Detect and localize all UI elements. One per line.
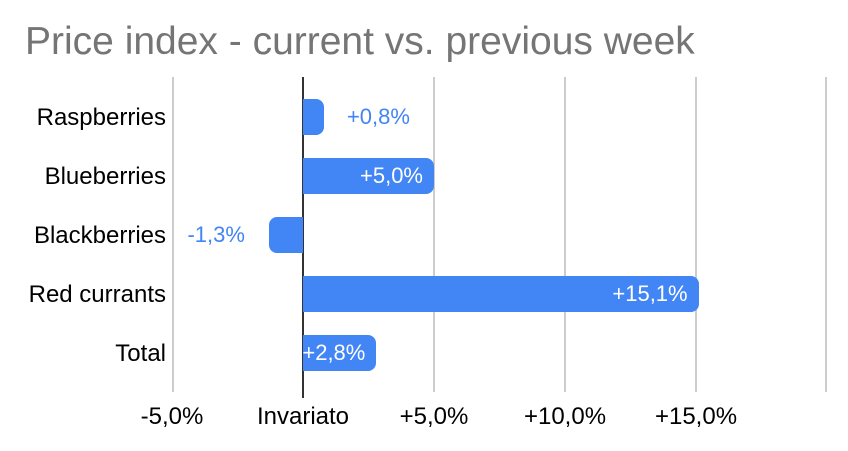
- bar-total: [303, 335, 377, 371]
- x-axis-tick-label: +10,0%: [523, 403, 607, 430]
- bar-row: +0,8%: [172, 88, 827, 147]
- value-label: -1,3%: [187, 222, 245, 247]
- gridline: [825, 77, 827, 392]
- bar-blackberries: [268, 217, 303, 253]
- plot-area: +0,8% +5,0% -1,3% +15,1% +2,8%: [172, 77, 827, 398]
- bar-row: +15,1%: [172, 265, 827, 324]
- bar-raspberries: [303, 99, 324, 135]
- category-label: Red currants: [28, 281, 166, 308]
- x-axis-tick-label: Invariato: [256, 403, 350, 430]
- x-axis-tick-label: +15,0%: [654, 403, 738, 430]
- category-label: Raspberries: [36, 104, 166, 131]
- category-label: Total: [115, 340, 166, 367]
- x-axis-tick-label: +5,0%: [399, 403, 469, 430]
- bar-row: -1,3%: [172, 206, 827, 265]
- gridline: [564, 77, 566, 392]
- bar-blueberries: [303, 158, 434, 194]
- value-label: +0,8%: [346, 104, 410, 129]
- bar-row: +2,8%: [172, 324, 827, 383]
- chart-title: Price index - current vs. previous week: [25, 20, 695, 63]
- gridline: [433, 77, 435, 392]
- gridline: [695, 77, 697, 392]
- value-label: +2,8%: [302, 340, 366, 365]
- bar-red-currants: [303, 276, 699, 312]
- category-label: Blackberries: [33, 222, 166, 249]
- zero-axis-line: [302, 77, 304, 398]
- x-axis-tick-label: -5,0%: [140, 403, 204, 430]
- gridline: [172, 77, 174, 392]
- bar-row: +5,0%: [172, 147, 827, 206]
- value-label: +15,1%: [612, 281, 688, 306]
- value-label: +5,0%: [360, 163, 423, 188]
- category-label: Blueberries: [44, 163, 166, 190]
